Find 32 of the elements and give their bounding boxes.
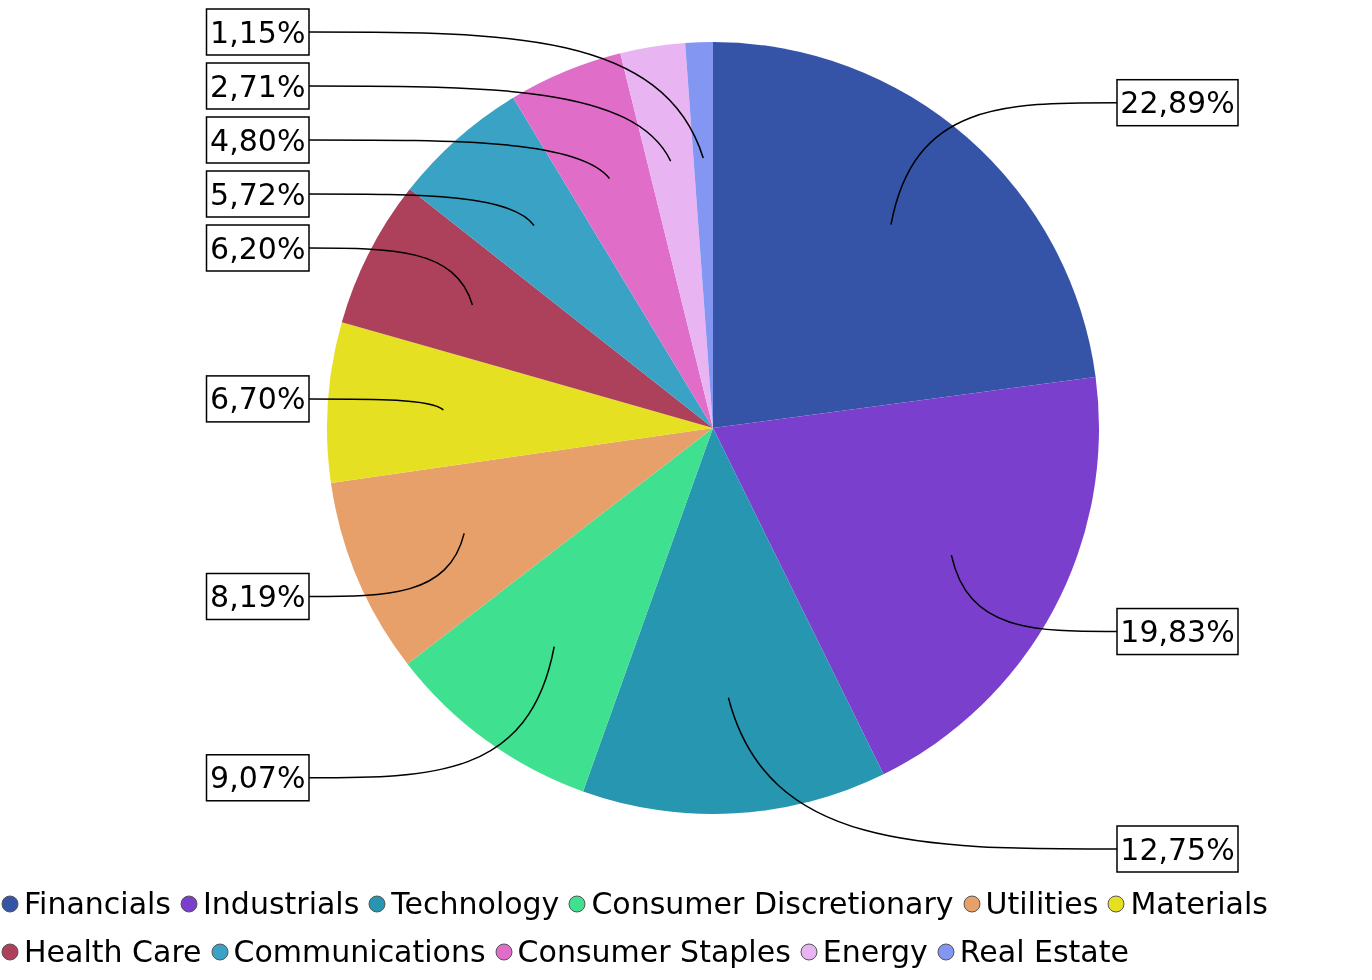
data-label: 6,70%: [210, 381, 306, 417]
legend-label: Communications: [233, 933, 486, 971]
legend-label: Real Estate: [959, 933, 1129, 971]
data-label: 4,80%: [210, 122, 306, 158]
pie-slice: [330, 428, 713, 664]
pie-slice: [583, 428, 884, 814]
pie-slice: [409, 97, 713, 428]
legend-label: Consumer Staples: [517, 933, 791, 971]
pie-slice: [713, 376, 1099, 775]
legend-label: Utilities: [985, 885, 1099, 923]
pie-slice: [713, 42, 1096, 428]
data-label: 12,75%: [1120, 831, 1235, 867]
pie-slice: [620, 43, 713, 428]
legend-label: Health Care: [24, 933, 202, 971]
pie-slice: [341, 189, 713, 428]
pie-slice: [407, 428, 713, 792]
legend-label: Consumer Discretionary: [591, 885, 954, 923]
legend-label: Financials: [24, 885, 171, 923]
data-label: 9,07%: [210, 760, 306, 796]
legend-label: Technology: [391, 885, 560, 923]
data-label: 2,71%: [210, 68, 306, 104]
data-label: 8,19%: [210, 579, 306, 614]
pie-slice: [327, 322, 713, 484]
data-label: 6,20%: [210, 230, 306, 266]
data-label: 22,89%: [1120, 85, 1235, 121]
legend-label: Industrials: [203, 885, 360, 923]
legend-label: Energy: [822, 933, 928, 971]
data-label: 5,72%: [210, 176, 306, 212]
data-label: 19,83%: [1120, 614, 1235, 650]
legend-label: Materials: [1130, 885, 1268, 923]
data-label: 1,15%: [210, 14, 306, 50]
pie-slice: [513, 53, 713, 428]
